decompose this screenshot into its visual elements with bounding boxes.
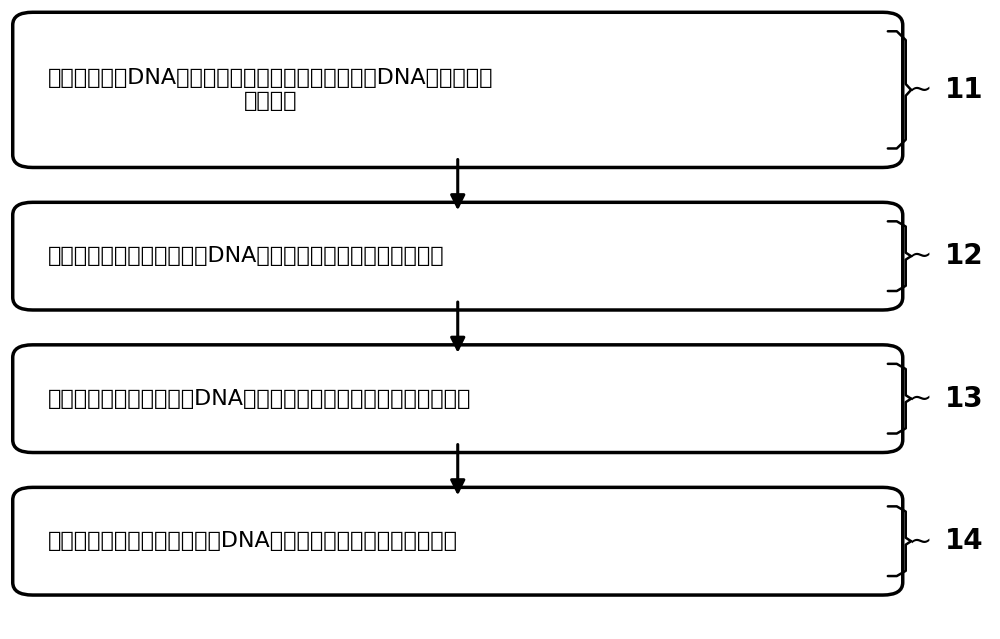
Text: 12: 12 xyxy=(945,242,983,270)
Text: 11: 11 xyxy=(945,76,983,104)
Text: 13: 13 xyxy=(945,385,983,413)
Text: 14: 14 xyxy=(945,527,983,555)
Text: 对装配有染色质结构的采样DNA序列进行限制性内切醂醂切消化: 对装配有染色质结构的采样DNA序列进行限制性内切醂醂切消化 xyxy=(48,246,444,266)
FancyBboxPatch shape xyxy=(13,345,903,452)
Text: 对醂切消化处理后的采样DNA序列进行蛋白醂处理，并进行电泳分析: 对醂切消化处理后的采样DNA序列进行蛋白醂处理，并进行电泳分析 xyxy=(48,389,471,409)
Text: 根据电泳分析结果，计算采样DNA序列的特定位点的核小体占据率: 根据电泳分析结果，计算采样DNA序列的特定位点的核小体占据率 xyxy=(48,531,458,551)
Text: 在确定的采样DNA序列上装配染色质结构；所述采样DNA序列上含有
特定位点: 在确定的采样DNA序列上装配染色质结构；所述采样DNA序列上含有 特定位点 xyxy=(48,68,493,111)
FancyBboxPatch shape xyxy=(13,203,903,310)
Text: ~: ~ xyxy=(909,385,932,413)
Text: ~: ~ xyxy=(909,242,932,270)
Text: ~: ~ xyxy=(909,76,932,104)
FancyBboxPatch shape xyxy=(13,488,903,595)
FancyBboxPatch shape xyxy=(13,12,903,167)
Text: ~: ~ xyxy=(909,527,932,555)
